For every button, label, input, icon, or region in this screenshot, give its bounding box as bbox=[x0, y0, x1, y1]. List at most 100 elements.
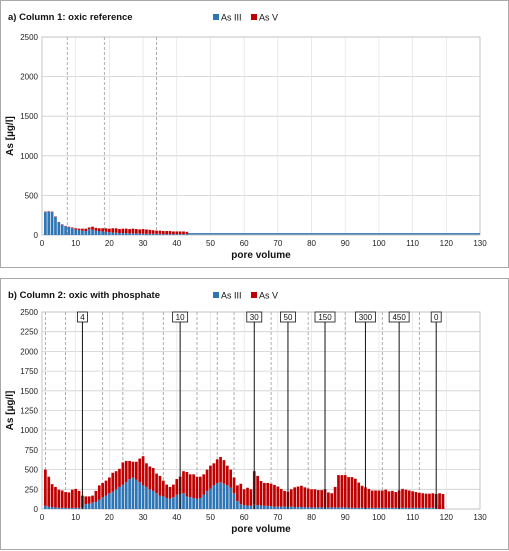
bar-as-iii bbox=[54, 217, 57, 235]
x-tick-label: 100 bbox=[372, 239, 386, 248]
bar-as-iii bbox=[233, 493, 236, 509]
x-tick-label: 40 bbox=[172, 513, 181, 522]
annotation-label: 10 bbox=[176, 313, 185, 322]
bar-as-iii bbox=[401, 508, 404, 509]
bar-as-iii bbox=[44, 506, 47, 509]
bar-as-v bbox=[71, 227, 74, 228]
bar-as-iii bbox=[138, 233, 141, 235]
bar-as-iii bbox=[165, 498, 168, 509]
bar-as-iii bbox=[334, 507, 337, 509]
bar-as-v-trailing bbox=[438, 505, 441, 509]
bar-as-v bbox=[384, 490, 387, 508]
bar-as-iii bbox=[381, 508, 384, 509]
bar-as-iii bbox=[108, 232, 111, 235]
y-tick-label: 2500 bbox=[20, 33, 38, 42]
bar-as-iii bbox=[115, 233, 118, 235]
bar-as-iii bbox=[179, 234, 182, 235]
y-tick-label: 250 bbox=[25, 485, 39, 494]
bar-as-v bbox=[196, 477, 199, 499]
bar-as-v bbox=[394, 492, 397, 508]
bar-as-v bbox=[172, 485, 175, 498]
bar-as-v bbox=[351, 477, 354, 508]
bar-as-iii bbox=[64, 226, 67, 235]
bar-as-iii bbox=[239, 504, 242, 509]
bar-as-v bbox=[307, 489, 310, 508]
chart-title: a) Column 1: oxic reference bbox=[8, 12, 133, 23]
bar-as-v bbox=[330, 493, 333, 507]
bar-as-v bbox=[138, 229, 141, 233]
bar-as-v bbox=[320, 490, 323, 507]
bar-as-iii bbox=[300, 507, 303, 509]
bar-as-iii bbox=[280, 507, 283, 509]
bar-as-iii bbox=[229, 488, 232, 509]
bar-as-v bbox=[122, 229, 125, 233]
bar-as-v bbox=[135, 229, 138, 233]
bar-as-iii bbox=[169, 234, 172, 235]
bar-as-iii bbox=[98, 500, 101, 509]
y-tick-label: 1000 bbox=[20, 426, 38, 435]
bar-as-iii bbox=[341, 507, 344, 509]
bar-as-v-trailing bbox=[442, 507, 445, 509]
bar-as-iii bbox=[307, 507, 310, 509]
bar-as-v bbox=[47, 477, 50, 507]
bar-as-iii bbox=[105, 232, 108, 235]
bar-as-iii bbox=[189, 497, 192, 509]
y-tick-label: 750 bbox=[25, 446, 39, 455]
bar-as-iii bbox=[431, 508, 434, 509]
bar-as-v bbox=[367, 489, 370, 508]
bar-as-v bbox=[189, 474, 192, 497]
x-axis-label: pore volume bbox=[231, 250, 291, 261]
bar-as-v bbox=[81, 229, 84, 231]
bar-as-v bbox=[91, 227, 94, 230]
bar-as-iii bbox=[122, 485, 125, 509]
bar-as-iii bbox=[415, 508, 418, 509]
bar-as-v bbox=[270, 484, 273, 506]
bar-as-iii bbox=[128, 233, 131, 235]
bar-as-v bbox=[310, 489, 313, 507]
bar-as-iii bbox=[246, 505, 249, 509]
bar-as-v bbox=[357, 483, 360, 508]
x-tick-label: 0 bbox=[40, 239, 45, 248]
bar-as-iii bbox=[78, 508, 81, 509]
bar-as-v bbox=[71, 490, 74, 508]
bar-as-v bbox=[314, 489, 317, 507]
x-tick-label: 100 bbox=[372, 513, 386, 522]
bar-as-v bbox=[125, 229, 128, 233]
bar-as-iii bbox=[71, 508, 74, 509]
bar-as-iii bbox=[64, 508, 67, 509]
bar-as-iii bbox=[317, 507, 320, 509]
bar-as-iii bbox=[54, 507, 57, 509]
bar-as-v bbox=[297, 487, 300, 507]
legend-label: As V bbox=[259, 13, 278, 23]
bar-as-v bbox=[118, 469, 121, 487]
bar-as-v bbox=[51, 484, 54, 507]
bar-as-iii bbox=[330, 507, 333, 509]
bar-as-iii bbox=[98, 231, 101, 235]
bar-as-iii bbox=[344, 507, 347, 509]
bar-as-iii bbox=[182, 234, 185, 235]
bar-as-v bbox=[344, 475, 347, 507]
bar-as-v bbox=[115, 228, 118, 232]
bar-as-iii bbox=[175, 495, 178, 509]
bar-as-v bbox=[152, 468, 155, 491]
bar-as-v bbox=[341, 475, 344, 507]
bar-as-iii bbox=[57, 508, 60, 509]
bar-as-iii bbox=[408, 508, 411, 509]
bar-as-v bbox=[401, 489, 404, 508]
bar-as-iii bbox=[148, 489, 151, 509]
bar-as-iii bbox=[196, 499, 199, 509]
bar-as-v bbox=[162, 481, 165, 497]
legend-label: As V bbox=[259, 291, 278, 301]
bar-as-v bbox=[165, 485, 168, 498]
bar-as-v bbox=[260, 481, 263, 505]
bar-as-v bbox=[88, 227, 91, 229]
bar-as-v bbox=[88, 496, 91, 503]
bar-as-iii bbox=[105, 496, 108, 509]
bar-as-v bbox=[105, 481, 108, 496]
x-tick-label: 50 bbox=[206, 513, 215, 522]
bar-as-v bbox=[408, 490, 411, 507]
x-tick-label: 40 bbox=[172, 239, 181, 248]
bar-as-v bbox=[132, 229, 135, 234]
